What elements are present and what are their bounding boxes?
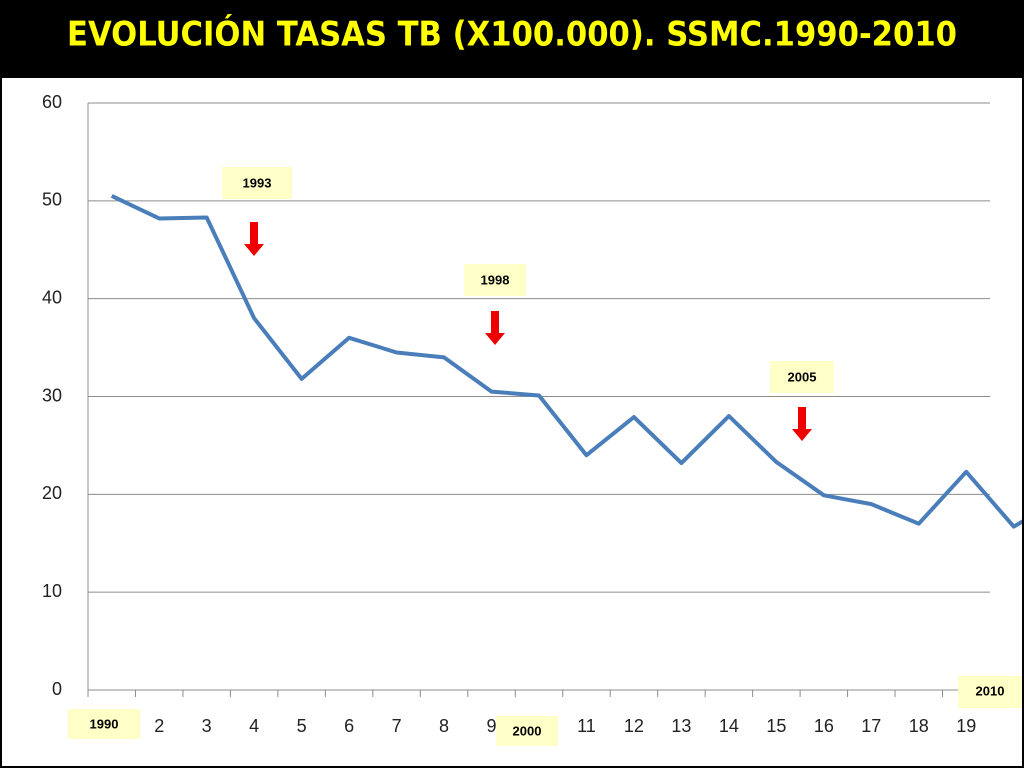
- arrow: [485, 311, 505, 345]
- x-tick-label: 11: [577, 716, 596, 736]
- annotation-box: [464, 264, 526, 296]
- plot-background: [2, 78, 1022, 766]
- x-tick-label: 7: [392, 716, 402, 736]
- x-tick-label: 15: [766, 716, 786, 736]
- x-tick-label: 19: [956, 716, 976, 736]
- x-tick-label: 1990: [90, 716, 119, 731]
- plot: 0 10 20 30 40 50 60 1990 2 3 4 5 6 7 8 9 2000 11 12 13 14 15 1…: [42, 92, 1022, 746]
- x-tick-label: 9: [487, 716, 497, 736]
- x-tick-label: 8: [439, 716, 449, 736]
- arrow: [244, 222, 264, 256]
- data-line: [110, 194, 1022, 529]
- x-tick-label: 16: [814, 716, 834, 736]
- arrow: [792, 407, 812, 441]
- x-tick-label: 4: [249, 716, 259, 736]
- y-tick-label: 10: [42, 581, 62, 601]
- y-tick-label: 20: [42, 483, 62, 503]
- x-tick-label: 2: [154, 716, 164, 736]
- annotation: 1998: [481, 272, 510, 287]
- annotation-box: [958, 676, 1022, 708]
- annotations: 1993 1998 2005 2010: [222, 167, 1022, 708]
- chart-title: EVOLUCIÓN TASAS TB (X100.000). SSMC.1990…: [67, 14, 957, 55]
- y-tick-label: 60: [42, 92, 62, 112]
- label-box: [496, 716, 558, 746]
- y-tick-label: 50: [42, 190, 62, 210]
- y-tick-label: 30: [42, 385, 62, 405]
- header-bar: [0, 0, 1024, 76]
- x-tick-label: 3: [202, 716, 212, 736]
- x-tick-label: 12: [624, 716, 644, 736]
- y-tick-label: 0: [52, 679, 62, 699]
- y-tick-label: 40: [42, 287, 62, 307]
- annotation: 1993: [243, 175, 272, 190]
- annotation-box: [222, 167, 292, 199]
- annotation-box: [770, 361, 834, 393]
- x-tick-label: 18: [909, 716, 929, 736]
- annotation: 2005: [788, 369, 817, 384]
- annotation: 2010: [976, 683, 1005, 698]
- x-tick-label: 5: [297, 716, 307, 736]
- label-box: [68, 709, 140, 739]
- x-tick-label: 6: [344, 716, 354, 736]
- x-tick-label: 13: [671, 716, 691, 736]
- x-tick-label: 14: [719, 716, 739, 736]
- x-tick-label: 2000: [513, 723, 542, 738]
- x-tick-label: 17: [861, 716, 881, 736]
